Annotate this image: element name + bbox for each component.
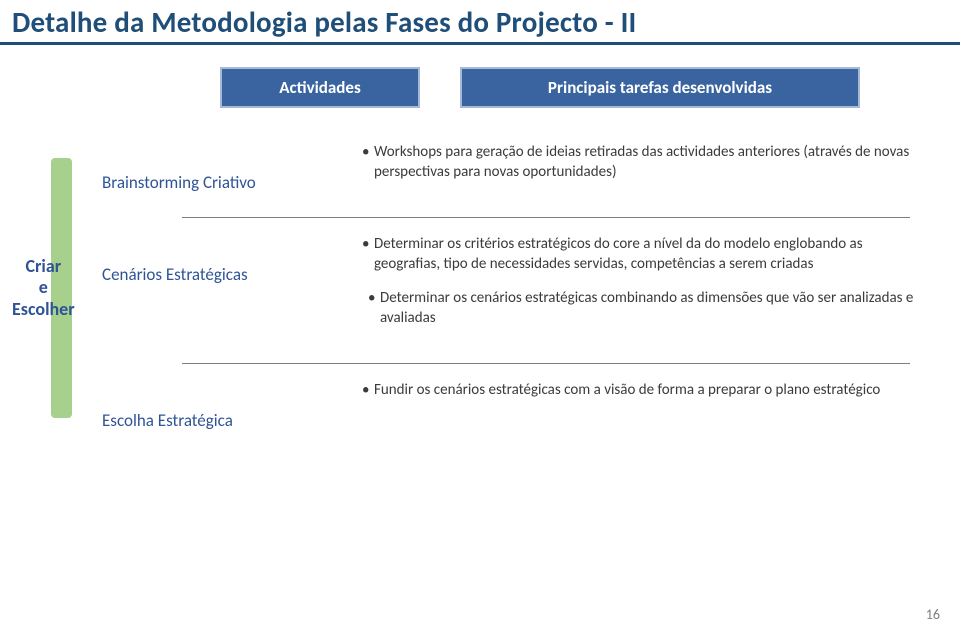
bullet: Determinar os critérios estratégicos do …: [362, 234, 920, 275]
table-row: Escolha Estratégica Fundir os cenários e…: [102, 364, 920, 451]
phase-label: CriareEscolher: [12, 256, 75, 321]
page-number: 16: [926, 606, 940, 623]
rows-container: Brainstorming Criativo Workshops para ge…: [72, 126, 960, 451]
activity-label: Brainstorming Criativo: [102, 142, 362, 193]
phase-sidebar: CriareEscolher: [12, 126, 72, 451]
bullet: Workshops para geração de ideias retirad…: [362, 142, 920, 183]
page-title: Detalhe da Metodologia pelas Fases do Pr…: [0, 0, 960, 45]
task-description: Fundir os cenários estratégicas com a vi…: [362, 380, 920, 414]
bullet: Determinar os cenários estratégicas comb…: [362, 288, 920, 329]
content-area: CriareEscolher Brainstorming Criativo Wo…: [0, 126, 960, 451]
bullet: Fundir os cenários estratégicas com a vi…: [362, 380, 920, 400]
table-row: Cenários Estratégicas Determinar os crit…: [102, 218, 920, 363]
column-headers: Actividades Principais tarefas desenvolv…: [220, 67, 960, 108]
activity-label: Cenários Estratégicas: [102, 234, 362, 285]
header-tasks: Principais tarefas desenvolvidas: [460, 67, 860, 108]
activity-label: Escolha Estratégica: [102, 380, 362, 431]
table-row: Brainstorming Criativo Workshops para ge…: [102, 126, 920, 217]
header-activities: Actividades: [220, 67, 420, 108]
task-description: Determinar os critérios estratégicos do …: [362, 234, 920, 343]
task-description: Workshops para geração de ideias retirad…: [362, 142, 920, 197]
